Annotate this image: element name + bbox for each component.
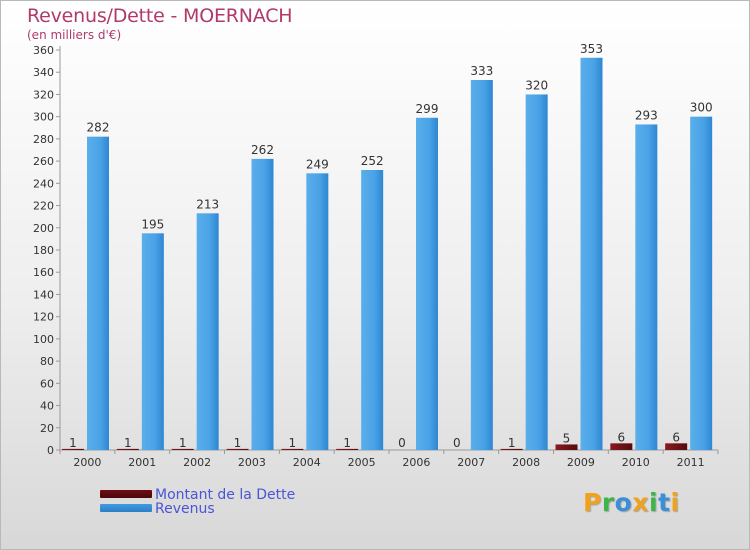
data-label-revenus: 213: [196, 197, 219, 211]
legend-label-revenus: Revenus: [155, 501, 215, 517]
bar-dette: [116, 448, 139, 450]
bar-revenus: [361, 170, 384, 450]
legend-swatch-dette: [100, 490, 152, 498]
data-label-revenus: 300: [690, 101, 713, 115]
y-tick-label: 100: [33, 333, 54, 346]
y-tick-label: 120: [33, 311, 54, 324]
data-label-dette: 1: [508, 436, 516, 450]
bar-revenus: [635, 124, 658, 450]
bar-revenus: [87, 136, 109, 450]
data-label-revenus: 252: [361, 154, 384, 168]
y-tick-label: 200: [33, 222, 54, 235]
bar-revenus: [416, 117, 438, 451]
y-tick-label: 20: [40, 422, 54, 435]
data-label-dette: 0: [453, 436, 461, 450]
legend-label-dette: Montant de la Dette: [155, 487, 296, 503]
y-tick-label: 300: [33, 111, 54, 124]
bar-revenus: [690, 116, 713, 451]
bar-revenus: [141, 233, 164, 450]
data-label-dette: 5: [563, 431, 571, 445]
x-tick-label: 2006: [402, 456, 430, 469]
x-tick-label: 2003: [238, 456, 266, 469]
bar-revenus: [525, 94, 548, 450]
data-label-dette: 1: [343, 436, 351, 450]
y-tick-label: 280: [33, 133, 54, 146]
y-tick-label: 360: [33, 44, 54, 57]
data-label-dette: 1: [69, 436, 77, 450]
data-label-revenus: 299: [416, 102, 439, 116]
y-tick-label: 80: [40, 355, 54, 368]
data-label-dette: 1: [234, 436, 242, 450]
y-tick-label: 260: [33, 155, 54, 168]
y-tick-label: 60: [40, 377, 54, 390]
data-label-dette: 6: [672, 430, 680, 444]
x-tick-label: 2004: [293, 456, 321, 469]
bar-revenus: [196, 213, 219, 450]
bar-revenus: [470, 80, 493, 450]
chart-title: Revenus/Dette - MOERNACH: [27, 5, 293, 27]
y-tick-label: 0: [47, 444, 54, 457]
data-label-dette: 1: [289, 436, 297, 450]
data-label-dette: 6: [618, 430, 626, 444]
bar-dette: [665, 443, 688, 450]
data-label-revenus: 249: [306, 157, 329, 171]
data-label-revenus: 353: [580, 42, 603, 56]
data-label-dette: 1: [179, 436, 187, 450]
data-label-revenus: 282: [87, 121, 110, 135]
data-label-dette: 1: [124, 436, 132, 450]
y-tick-label: 40: [40, 400, 54, 413]
bar-revenus: [580, 57, 603, 451]
y-tick-label: 140: [33, 288, 54, 301]
data-label-revenus: 195: [141, 217, 164, 231]
data-label-revenus: 333: [470, 64, 493, 78]
x-tick-label: 2001: [128, 456, 156, 469]
legend-swatch-revenus: [100, 504, 152, 512]
y-tick-label: 220: [33, 200, 54, 213]
bar-dette: [281, 448, 304, 450]
data-label-dette: 0: [398, 436, 406, 450]
bar-dette: [171, 448, 194, 450]
bar-dette: [610, 443, 633, 450]
bar-dette: [226, 448, 249, 450]
bar-dette: [336, 448, 359, 450]
y-tick-label: 320: [33, 88, 54, 101]
bar-revenus: [306, 173, 329, 451]
x-tick-label: 2010: [622, 456, 650, 469]
y-tick-label: 180: [33, 244, 54, 257]
bar-dette: [555, 444, 578, 450]
x-tick-label: 2002: [183, 456, 211, 469]
data-label-revenus: 320: [525, 78, 548, 92]
x-tick-label: 2000: [73, 456, 101, 469]
bar-dette: [62, 448, 84, 450]
x-tick-label: 2009: [567, 456, 595, 469]
bar-dette: [500, 448, 523, 450]
data-label-revenus: 262: [251, 143, 274, 157]
y-tick-label: 240: [33, 177, 54, 190]
x-tick-label: 2011: [677, 456, 705, 469]
proxiti-logo: Proxiti: [583, 488, 680, 517]
x-tick-label: 2007: [457, 456, 485, 469]
data-label-revenus: 293: [635, 108, 658, 122]
bar-revenus: [251, 158, 274, 450]
chart-subtitle: (en milliers d'€): [27, 28, 122, 42]
x-tick-label: 2005: [348, 456, 376, 469]
y-tick-label: 160: [33, 266, 54, 279]
x-tick-label: 2008: [512, 456, 540, 469]
y-tick-label: 340: [33, 66, 54, 79]
